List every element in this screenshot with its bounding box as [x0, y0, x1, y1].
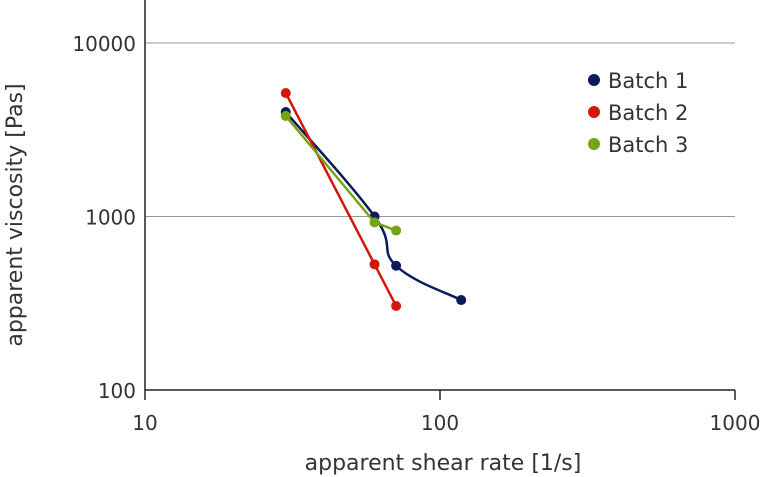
legend-marker — [588, 138, 600, 150]
x-tick-label: 10 — [132, 411, 157, 435]
series-line-1 — [284, 111, 462, 302]
data-point — [369, 217, 380, 228]
y-tick-label: 10000 — [72, 32, 136, 56]
data-point — [391, 300, 402, 311]
y-tick-label: 100 — [98, 379, 136, 403]
data-point — [391, 260, 402, 271]
series-line-2 — [284, 92, 398, 307]
legend-label: Batch 2 — [608, 101, 688, 125]
data-point — [369, 259, 380, 270]
legend-label: Batch 3 — [608, 133, 688, 157]
data-point — [280, 88, 291, 99]
x-tick-label: 100 — [421, 411, 459, 435]
data-point — [391, 225, 402, 236]
legend-label: Batch 1 — [608, 69, 688, 93]
y-axis-title: apparent viscosity [Pas] — [3, 83, 28, 346]
legend-marker — [588, 106, 600, 118]
data-point — [456, 295, 467, 306]
legend-marker — [588, 74, 600, 86]
x-tick-label: 1000 — [710, 411, 761, 435]
y-tick-label: 1000 — [85, 206, 136, 230]
data-point — [280, 110, 291, 121]
x-axis-title: apparent shear rate [1/s] — [305, 451, 582, 476]
